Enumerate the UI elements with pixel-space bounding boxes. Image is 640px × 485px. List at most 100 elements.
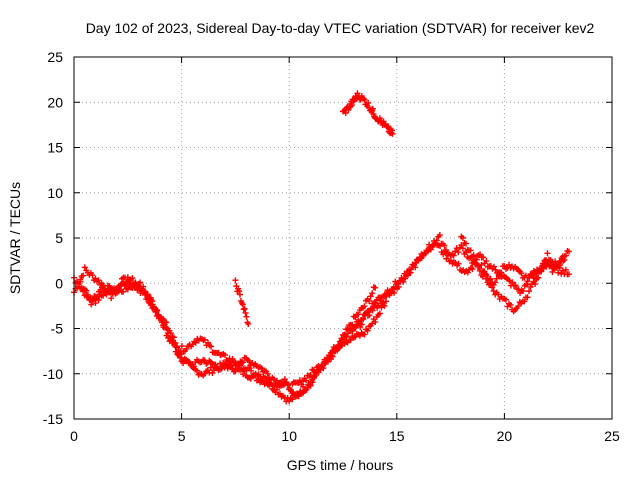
data-point-marker xyxy=(117,281,124,288)
data-point-marker xyxy=(235,361,242,368)
data-point-marker xyxy=(81,264,88,271)
data-point-marker xyxy=(307,372,314,379)
data-point-marker xyxy=(264,370,271,377)
data-point-marker xyxy=(450,252,457,259)
data-point-marker xyxy=(356,320,363,327)
data-point-marker xyxy=(369,105,376,112)
data-point-marker xyxy=(419,252,426,259)
data-point-marker xyxy=(369,320,376,327)
data-point-marker xyxy=(447,257,454,264)
x-tick-label: 20 xyxy=(497,428,513,444)
data-point-marker xyxy=(556,264,563,271)
data-point-marker xyxy=(525,288,532,295)
data-point-marker xyxy=(239,301,246,308)
data-point-marker xyxy=(515,303,522,310)
data-point-marker xyxy=(467,247,474,254)
data-point-marker xyxy=(512,282,519,289)
data-point-marker xyxy=(324,358,331,365)
data-point-marker xyxy=(562,266,569,273)
data-point-marker xyxy=(92,300,99,307)
data-point-marker xyxy=(383,290,390,297)
data-point-marker xyxy=(169,338,176,345)
data-point-marker xyxy=(424,248,431,255)
data-point-marker xyxy=(492,266,499,273)
data-point-marker xyxy=(95,277,102,284)
data-point-marker xyxy=(407,269,414,276)
data-point-marker xyxy=(241,305,248,312)
data-point-marker xyxy=(300,378,307,385)
data-point-marker xyxy=(443,255,450,262)
data-point-marker xyxy=(232,277,239,284)
axis-ticks: 0 5 10 15 20 25 -15 -10 -5 0 5 10 15 20 25 xyxy=(43,49,620,444)
data-point-marker xyxy=(520,288,527,295)
data-point-marker xyxy=(506,261,513,268)
x-tick-label: 10 xyxy=(281,428,297,444)
y-tick-label: 15 xyxy=(47,140,63,156)
data-point-marker xyxy=(562,252,569,259)
data-point-marker xyxy=(320,365,327,372)
data-point-marker xyxy=(274,384,281,391)
data-point-marker xyxy=(539,265,546,272)
data-point-marker xyxy=(495,291,502,298)
data-point-marker xyxy=(490,288,497,295)
data-point-marker xyxy=(366,297,373,304)
data-point-marker xyxy=(458,241,465,248)
y-tick-label: -15 xyxy=(43,411,63,427)
data-point-marker xyxy=(334,347,341,354)
data-point-marker xyxy=(565,248,572,255)
y-axis-label: SDTVAR / TECUs xyxy=(7,182,23,294)
data-point-marker xyxy=(352,333,359,340)
data-point-marker xyxy=(469,265,476,272)
data-point-marker xyxy=(416,254,423,261)
data-point-marker xyxy=(89,272,96,279)
data-point-marker xyxy=(201,336,208,343)
data-point-marker xyxy=(473,256,480,263)
data-point-marker xyxy=(237,291,244,298)
data-point-marker xyxy=(492,279,499,286)
data-point-marker xyxy=(221,352,228,359)
data-point-marker xyxy=(459,234,466,241)
data-point-marker xyxy=(177,354,184,361)
data-point-marker xyxy=(268,381,275,388)
data-point-marker xyxy=(248,367,255,374)
data-point-marker xyxy=(94,293,101,300)
data-point-marker xyxy=(372,299,379,306)
data-point-marker xyxy=(532,281,539,288)
data-point-marker xyxy=(487,281,494,288)
y-tick-label: 20 xyxy=(47,94,63,110)
data-point-marker xyxy=(529,272,536,279)
data-point-marker xyxy=(178,343,185,350)
data-point-marker xyxy=(406,266,413,273)
data-point-marker xyxy=(193,367,200,374)
data-point-marker xyxy=(309,379,316,386)
data-point-marker xyxy=(483,257,490,264)
data-point-marker xyxy=(365,99,372,106)
data-point-marker xyxy=(245,320,252,327)
data-point-marker xyxy=(296,377,303,384)
data-point-marker xyxy=(303,386,310,393)
data-point-marker xyxy=(229,355,236,362)
data-point-marker xyxy=(361,303,368,310)
data-point-marker xyxy=(115,284,122,291)
data-point-marker xyxy=(355,311,362,318)
data-point-marker xyxy=(476,265,483,272)
data-point-marker xyxy=(95,296,102,303)
data-point-marker xyxy=(190,363,197,370)
data-point-marker xyxy=(533,270,540,277)
data-point-marker xyxy=(165,334,172,341)
data-point-marker xyxy=(527,284,534,291)
data-point-marker xyxy=(367,307,374,314)
data-point-marker xyxy=(372,318,379,325)
data-point-marker xyxy=(311,373,318,380)
data-point-marker xyxy=(85,293,92,300)
data-point-marker xyxy=(240,371,247,378)
data-point-marker xyxy=(535,274,542,281)
data-point-marker xyxy=(399,276,406,283)
chart-title: Day 102 of 2023, Sidereal Day-to-day VTE… xyxy=(86,20,595,36)
data-point-marker xyxy=(493,275,500,282)
data-point-marker xyxy=(376,310,383,317)
data-point-marker xyxy=(470,252,477,259)
data-point-marker xyxy=(506,277,513,284)
data-point-marker xyxy=(148,296,155,303)
data-point-marker xyxy=(481,268,488,275)
